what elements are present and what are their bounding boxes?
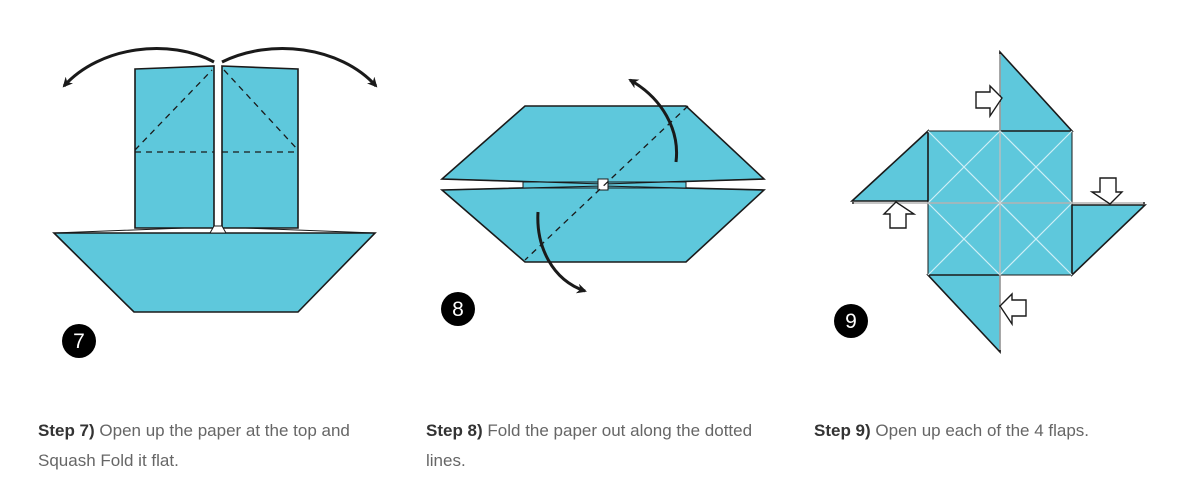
step-7-left-tower [134,65,215,229]
step-8-label: Step 8) [426,421,483,440]
step-9-flap-right [1071,204,1147,277]
step-8-top-half [439,105,766,185]
step-9-label: Step 9) [814,421,871,440]
step-7-caption: Step 7) Open up the paper at the top and… [38,416,388,476]
step-8-text: Fold the paper out along the dotted line… [426,421,753,470]
step-8-center-tab [597,178,609,191]
step-8-caption: Step 8) Fold the paper out along the dot… [426,416,776,476]
step-8-badge-number: 8 [452,298,464,321]
step-7-label: Step 7) [38,421,95,440]
step-8-top-arrow [628,78,679,163]
step-9-flap-bottom [926,274,1001,355]
step-7-right-arrow [221,47,378,88]
step-8-badge [441,292,475,326]
step-7-figure: 7 [52,47,378,358]
step-9-badge-number: 9 [845,310,857,333]
step-7-badge [62,324,96,358]
step-9-creases [927,130,1073,276]
step-9-open-arrow-bottom [999,292,1027,327]
step-7-right-tower [221,65,299,229]
step-8-fold-line [524,105,689,261]
step-7-left-arrow [62,47,215,88]
origami-diagram: 7 8 [52,47,1147,358]
step-9-badge [834,304,868,338]
step-9-flap-top [999,49,1074,132]
step-7-boat-base [52,232,377,313]
step-9-open-arrow-left [882,201,917,229]
step-9-figure: 9 [834,49,1147,355]
step-8-bottom-half [439,185,766,263]
step-9-flap-left [849,129,929,202]
step-7-text: Open up the paper at the top and Squash … [38,421,350,470]
step-8-bottom-arrow [536,211,587,294]
step-9-open-arrow-top [975,84,1003,119]
step-9-text: Open up each of the 4 flaps. [870,421,1090,440]
step-7-badge-number: 7 [73,330,85,353]
step-9-open-arrow-right [1089,177,1124,205]
step-9-caption: Step 9) Open up each of the 4 flaps. [814,416,1164,446]
step-7-fold-lines [134,69,299,153]
step-8-figure: 8 [439,78,766,326]
